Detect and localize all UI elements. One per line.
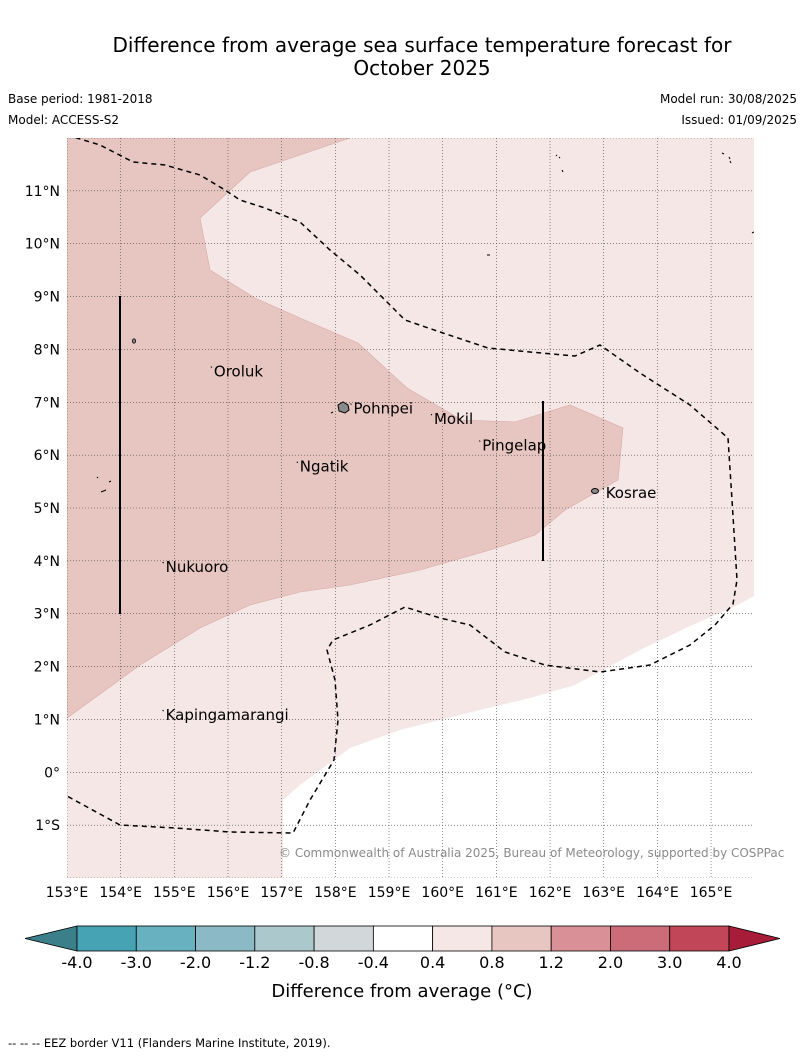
colorbar-tick-label: -4.0 <box>61 953 92 972</box>
longitude-tick-label: 164°E <box>636 885 679 901</box>
colorbar-tick-label: 3.0 <box>657 953 682 972</box>
anomaly-band-below-0-4 <box>283 596 754 878</box>
place-marker <box>210 366 213 368</box>
latitude-tick-label: 4°N <box>34 554 60 570</box>
anomaly-band-0-8-to-1-2 <box>67 138 624 719</box>
axis-tick-labels: 153°E 154°E 155°E 156°E 157°E 158°E 159°E 160°E… <box>25 184 733 901</box>
colorbar-over-arrow <box>728 925 781 952</box>
colorbar-tick-label: 0.8 <box>479 953 504 972</box>
colorbar-tick-label: -3.0 <box>121 953 152 972</box>
colorbar-segment <box>76 925 137 952</box>
map-area: Oroluk Pohnpei Mokil Pingelap Ngatik Kosrae Nu… <box>67 138 754 878</box>
place-label: Kapingamarangi <box>166 706 289 724</box>
longitude-tick-label: 154°E <box>99 885 142 901</box>
latitude-tick-label: 1°S <box>35 818 60 834</box>
place-marker <box>162 709 164 712</box>
latitude-tick-label: 0° <box>44 765 60 781</box>
place-label: Nukuoro <box>166 558 229 576</box>
base-period-label: Base period: 1981-2018 <box>8 92 153 106</box>
latitude-tick-label: 3°N <box>34 607 60 623</box>
model-run-label: Model run: 30/08/2025 <box>659 92 797 106</box>
copyright-notice: © Commonwealth of Australia 2025, Bureau… <box>279 846 785 860</box>
colorbar-title: Difference from average (°C) <box>271 981 533 1002</box>
chart-title: Difference from average sea surface temp… <box>60 34 784 80</box>
pohnpei-island <box>337 401 350 414</box>
colorbar-tick-label: 2.0 <box>598 953 623 972</box>
colorbar-tick-label: -0.8 <box>298 953 329 972</box>
longitude-tick-label: 156°E <box>207 885 250 901</box>
place-label: Kosrae <box>606 484 657 502</box>
place-label: Ngatik <box>300 458 349 476</box>
longitude-tick-label: 158°E <box>314 885 357 901</box>
title-line-2: October 2025 <box>353 56 491 80</box>
colorbar-tick-label: 1.2 <box>538 953 563 972</box>
longitude-tick-label: 155°E <box>153 885 196 901</box>
longitude-tick-label: 161°E <box>475 885 518 901</box>
colorbar-under-arrow <box>24 925 78 952</box>
colorbar-tick-label: 0.4 <box>420 953 445 972</box>
latitude-tick-label: 9°N <box>34 290 60 306</box>
longitude-tick-label: 157°E <box>260 885 303 901</box>
longitude-tick-label: 159°E <box>368 885 411 901</box>
longitude-tick-label: 163°E <box>582 885 625 901</box>
latitude-tick-label: 8°N <box>34 342 60 358</box>
place-marker <box>602 487 605 490</box>
colorbar-segment <box>610 925 671 952</box>
place-marker <box>478 440 481 442</box>
latitude-tick-label: 5°N <box>34 501 60 517</box>
place-marker <box>296 461 299 464</box>
eez-footnote: -- -- -- EEZ border V11 (Flanders Marine… <box>8 1036 331 1050</box>
place-label: Pohnpei <box>353 400 413 418</box>
colorbar-segment <box>372 925 434 952</box>
colorbar-tick-label: -2.0 <box>180 953 211 972</box>
colorbar-segment <box>669 925 730 952</box>
colorbar-tick-label: -0.4 <box>358 953 389 972</box>
kosrae-island <box>591 488 599 494</box>
colorbar-segment <box>254 925 315 952</box>
colorbar-tick-label: -1.2 <box>239 953 270 972</box>
longitude-tick-label: 160°E <box>421 885 464 901</box>
place-label: Oroluk <box>214 363 263 381</box>
islet-marker <box>96 152 754 493</box>
colorbar-segment <box>491 925 552 952</box>
colorbar-segment <box>550 925 611 952</box>
latitude-tick-label: 6°N <box>34 448 60 464</box>
latitude-tick-label: 10°N <box>25 237 60 253</box>
colorbar: -4.0 -3.0 -2.0 -1.2 -0.8 -0.4 0.4 0.8 1.2 2.0 3.0 4… <box>24 925 781 972</box>
islet-marker <box>131 338 136 344</box>
eez-border <box>67 138 738 834</box>
model-label: Model: ACCESS-S2 <box>8 113 120 127</box>
longitude-tick-label: 165°E <box>690 885 733 901</box>
place-marker <box>430 413 433 416</box>
place-label: Mokil <box>434 410 473 428</box>
colorbar-segment <box>195 925 256 952</box>
colorbar-segment <box>432 925 493 952</box>
colorbar-segment <box>135 925 196 952</box>
colorbar-segment <box>313 925 374 952</box>
longitude-tick-label: 153°E <box>46 885 89 901</box>
latitude-tick-label: 2°N <box>34 660 60 676</box>
issued-label: Issued: 01/09/2025 <box>681 113 797 127</box>
place-marker <box>350 403 352 405</box>
place-marker <box>162 561 164 564</box>
latitude-tick-label: 1°N <box>34 712 60 728</box>
latitude-tick-label: 11°N <box>25 184 60 200</box>
islands <box>96 152 754 494</box>
colorbar-tick-label: 4.0 <box>716 953 741 972</box>
title-line-1: Difference from average sea surface temp… <box>112 33 732 57</box>
map-gridlines <box>67 138 754 878</box>
longitude-tick-label: 162°E <box>529 885 572 901</box>
place-label: Pingelap <box>482 437 546 455</box>
latitude-tick-label: 7°N <box>34 395 60 411</box>
place-labels: Oroluk Pohnpei Mokil Pingelap Ngatik Kosrae Nu… <box>162 363 657 724</box>
